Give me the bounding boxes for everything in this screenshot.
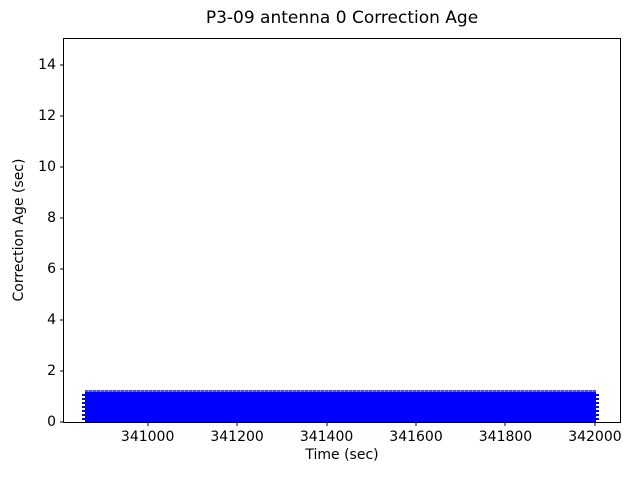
y-axis-label: Correction Age (sec): [11, 158, 27, 302]
x-tick-mark: [594, 422, 596, 426]
y-tick-mark: [60, 115, 64, 117]
y-tick-label: 12: [38, 107, 56, 124]
x-tick-label: 341800: [478, 429, 533, 445]
x-tick-mark: [326, 422, 328, 426]
x-tick-mark: [147, 422, 149, 426]
x-tick-mark: [236, 422, 238, 426]
y-tick-mark: [60, 268, 64, 270]
correction-age-band: [82, 390, 600, 422]
y-tick-label: 6: [47, 260, 56, 277]
y-tick-mark: [60, 217, 64, 219]
y-tick-label: 4: [47, 311, 56, 328]
y-tick-mark: [60, 421, 64, 423]
plot-area: 341000 341200 341400 341600 341800 342000 0 2 4 6…: [38, 38, 622, 445]
x-tick-mark: [504, 422, 506, 426]
x-tick-label: 341400: [299, 429, 354, 445]
x-tick-mark: [415, 422, 417, 426]
y-tick-label: 10: [38, 158, 56, 175]
chart-title: P3-09 antenna 0 Correction Age: [205, 8, 479, 28]
y-tick-mark: [60, 64, 64, 66]
x-axis-label: Time (sec): [305, 447, 379, 463]
y-tick-label: 2: [47, 362, 56, 379]
x-tick-label: 341600: [389, 429, 443, 445]
y-tick-label: 8: [47, 209, 56, 226]
x-tick-label: 341200: [210, 429, 264, 445]
y-tick-mark: [60, 370, 64, 372]
y-tick-mark: [60, 166, 64, 168]
x-tick-label: 341000: [120, 429, 175, 445]
y-tick-mark: [60, 319, 64, 321]
x-tick-label: 342000: [568, 429, 622, 445]
y-tick-label: 0: [47, 414, 56, 430]
band-top-fringe: [85, 390, 597, 393]
y-tick-label: 14: [38, 56, 56, 73]
